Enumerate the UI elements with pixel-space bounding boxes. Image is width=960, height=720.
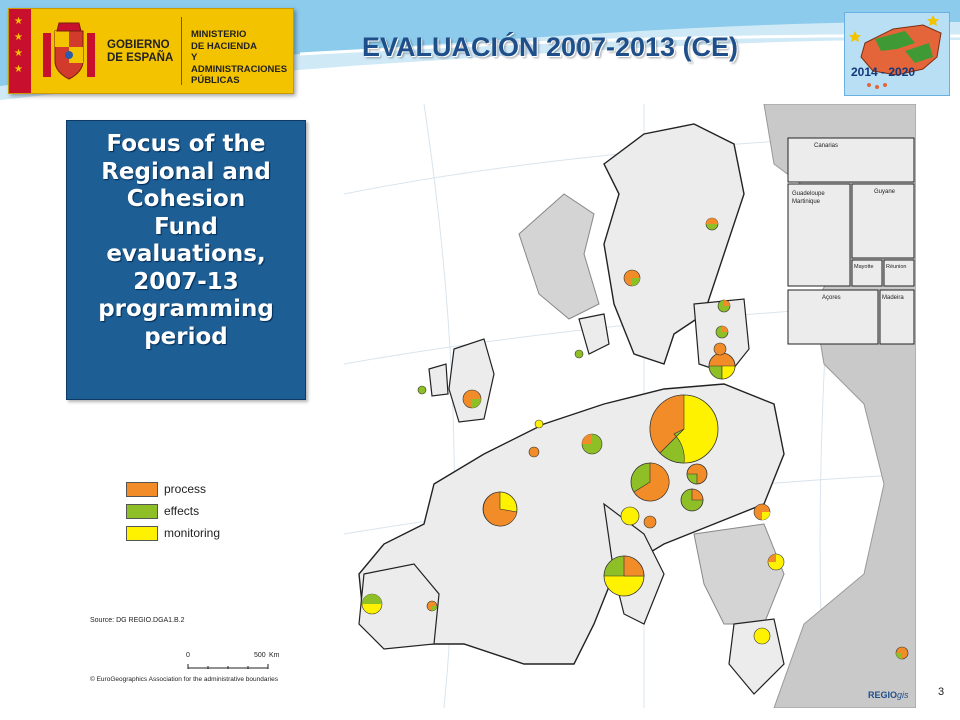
legend-swatch-monitoring — [126, 526, 158, 541]
pie-marker — [581, 433, 603, 455]
eu-flag-strip: ★ ★ ★ ★ — [9, 9, 31, 93]
inset-label-reunion: Réunion — [886, 264, 907, 270]
ministry-name-line: Y ADMINISTRACIONES — [191, 52, 288, 75]
spanish-government-logo: ★ ★ ★ ★ GOBIERNO DE ESPAÑA MINISTERIO DE… — [8, 8, 294, 94]
ministry-name-line: MINISTERIO — [191, 29, 247, 40]
pie-marker — [643, 515, 657, 529]
pie-marker — [686, 463, 708, 485]
pie-marker — [708, 352, 736, 380]
pie-marker — [417, 385, 427, 395]
pie-marker — [361, 593, 383, 615]
pie-marker — [528, 446, 540, 458]
spain-map-icon — [849, 15, 942, 89]
pie-marker — [715, 325, 729, 339]
europe-map-svg: Canarias Guadeloupe Martinique Guyane Ma… — [343, 103, 917, 709]
pie-marker — [426, 600, 438, 612]
programme-2014-2020-badge: 2014 - 2020 — [844, 12, 950, 96]
pie-marker — [620, 506, 640, 526]
pie-marker — [462, 389, 482, 409]
page-number: 3 — [938, 686, 945, 698]
focus-line: Fund — [154, 213, 218, 240]
legend-swatch-effects — [126, 504, 158, 519]
copyright-note: © EuroGeographics Association for the ad… — [90, 676, 278, 683]
scale-ruler — [187, 664, 269, 669]
scale-bar: 0 500 Km — [186, 652, 286, 678]
evaluation-pie-markers — [361, 217, 909, 660]
scale-unit-label: Km — [269, 652, 280, 659]
pie-marker — [680, 488, 704, 512]
pie-marker — [482, 491, 518, 527]
focus-description: Focus of the Regional and Cohesion Fund … — [67, 131, 305, 351]
pie-marker — [705, 217, 719, 231]
logo-divider — [181, 17, 182, 85]
legend-swatch-process — [126, 482, 158, 497]
focus-line: 2007-13 — [133, 268, 239, 295]
coat-of-arms-icon — [43, 22, 95, 80]
focus-line: programming — [98, 296, 274, 322]
ministry-name: MINISTERIO DE HACIENDA Y ADMINISTRACIONE… — [191, 29, 293, 87]
regiogis-brand-main: REGIO — [868, 690, 897, 700]
slide-title: EVALUACIÓN 2007-2013 (CE) — [361, 32, 739, 62]
inset-label-mayotte: Mayotte — [854, 264, 874, 270]
pie-marker — [574, 349, 584, 359]
map-legend: process effects monitoring — [126, 482, 326, 562]
government-name: GOBIERNO DE ESPAÑA — [107, 39, 173, 65]
pie-marker — [534, 419, 544, 429]
government-name-line: DE ESPAÑA — [107, 52, 174, 64]
inset-label-martinique: Martinique — [792, 199, 821, 205]
pie-marker — [767, 553, 785, 571]
legend-label-monitoring: monitoring — [164, 526, 221, 540]
source-note: Source: DG REGIO.DGA1.B.2 — [90, 617, 185, 624]
focus-line: Focus of the — [106, 131, 266, 157]
regiogis-brand-suffix: gis — [897, 690, 909, 700]
pie-marker — [603, 555, 645, 597]
focus-line: Cohesion — [126, 186, 246, 212]
pie-marker — [717, 299, 731, 313]
pie-marker — [649, 394, 719, 464]
scale-end-label: 500 — [254, 652, 266, 659]
inset-label-guyane: Guyane — [874, 189, 896, 195]
focus-description-box: Focus of the Regional and Cohesion Fund … — [66, 120, 306, 400]
programme-period-label: 2014 - 2020 — [851, 65, 916, 79]
pie-marker — [713, 342, 727, 356]
ministry-name-line: DE HACIENDA — [191, 40, 257, 52]
inset-label-guadeloupe: Guadeloupe — [792, 191, 825, 197]
inset-label-canarias: Canarias — [814, 143, 838, 149]
inset-label-madeira: Madeira — [882, 295, 904, 301]
focus-line: period — [144, 323, 228, 350]
europe-evaluations-map: Canarias Guadeloupe Martinique Guyane Ma… — [343, 103, 917, 709]
scale-start-label: 0 — [186, 652, 190, 659]
outermost-regions-insets: Canarias Guadeloupe Martinique Guyane Ma… — [787, 137, 915, 345]
pie-marker — [753, 503, 771, 521]
pie-marker — [895, 646, 909, 660]
inset-label-acores: Açores — [822, 295, 841, 301]
focus-line: Regional and — [101, 158, 271, 185]
government-name-line: GOBIERNO — [107, 39, 170, 51]
pie-marker — [753, 627, 771, 645]
focus-line: evaluations, — [106, 241, 266, 267]
pie-marker — [623, 269, 641, 287]
regiogis-brand: REGIOgis — [868, 690, 909, 700]
pie-marker — [630, 462, 670, 502]
legend-label-effects: effects — [164, 504, 200, 518]
legend-label-process: process — [164, 482, 207, 496]
ministry-name-line: PÚBLICAS — [191, 75, 240, 86]
